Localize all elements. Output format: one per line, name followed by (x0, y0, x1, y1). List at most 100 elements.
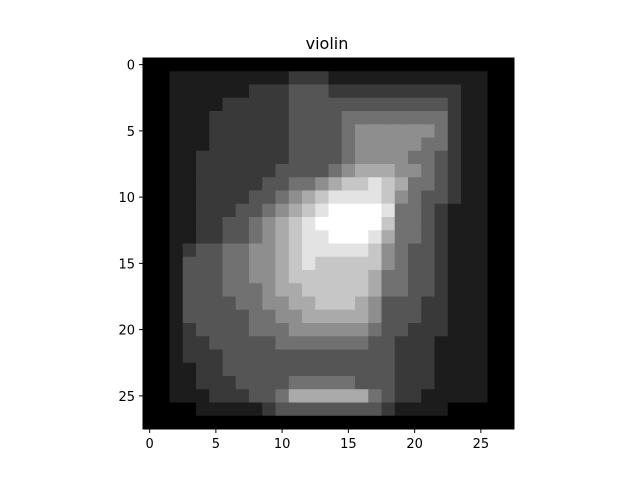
heatmap-cell (381, 389, 396, 403)
heatmap-cell (461, 402, 475, 417)
heatmap-cell (421, 111, 435, 125)
heatmap-cell (315, 323, 329, 337)
heatmap-cell (434, 256, 449, 271)
heatmap-cell (302, 71, 316, 85)
heatmap-cell (222, 97, 237, 112)
heatmap-cell (394, 111, 409, 125)
heatmap-cell (408, 309, 422, 324)
heatmap-cell (421, 415, 435, 430)
heatmap-cell (421, 203, 435, 218)
heatmap-cell (447, 177, 462, 191)
heatmap-cell (328, 402, 343, 417)
heatmap-cell (235, 243, 250, 258)
heatmap-cell (341, 230, 356, 244)
heatmap-cell (169, 349, 184, 364)
heatmap-cell (487, 415, 502, 430)
heatmap-cell (235, 283, 250, 297)
heatmap-cell (262, 217, 276, 231)
x-tick-label: 0 (145, 437, 153, 452)
heatmap-cell (315, 256, 329, 271)
chart-title: violin (306, 34, 349, 53)
heatmap-cell (355, 190, 369, 205)
heatmap-cell (341, 336, 356, 350)
heatmap-cell (222, 217, 237, 231)
heatmap-cell (249, 137, 263, 152)
heatmap-cell (341, 376, 356, 390)
heatmap-cell (275, 230, 290, 244)
heatmap-cell (182, 111, 197, 125)
heatmap-cell (249, 190, 263, 205)
heatmap-cell (143, 71, 157, 85)
heatmap-cell (209, 376, 223, 390)
heatmap-cell (434, 71, 449, 85)
heatmap-cell (275, 177, 290, 191)
heatmap-cell (209, 58, 223, 72)
heatmap-cell (341, 111, 356, 125)
heatmap-cell (447, 217, 462, 231)
heatmap-cell (500, 376, 515, 390)
heatmap-cell (461, 415, 475, 430)
heatmap-cell (235, 203, 250, 218)
heatmap-cell (262, 137, 276, 152)
heatmap-cell (341, 58, 356, 72)
heatmap-cell (196, 124, 210, 138)
heatmap-cell (447, 230, 462, 244)
heatmap-cell (328, 243, 343, 258)
heatmap-cell (381, 336, 396, 350)
heatmap-cell (474, 164, 488, 178)
heatmap-cell (447, 203, 462, 218)
heatmap-cell (288, 84, 303, 99)
heatmap-cell (500, 150, 515, 165)
heatmap-cell (288, 97, 303, 112)
heatmap-cell (169, 336, 184, 350)
heatmap-cell (315, 58, 329, 72)
heatmap-cell (275, 150, 290, 165)
heatmap-cell (421, 164, 435, 178)
heatmap-cell (368, 97, 382, 112)
heatmap-cell (487, 58, 502, 72)
axes-frame (142, 57, 515, 430)
y-axis: 0 5 10 15 20 25 (118, 59, 143, 405)
heatmap-cell (182, 336, 197, 350)
heatmap-cell (249, 97, 263, 112)
heatmap-cell (182, 164, 197, 178)
heatmap-cell (302, 376, 316, 390)
heatmap-cell (368, 349, 382, 364)
heatmap-cell (461, 111, 475, 125)
heatmap-cell (262, 111, 276, 125)
heatmap-cell (355, 177, 369, 191)
heatmap-cell (288, 402, 303, 417)
heatmap-cell (474, 111, 488, 125)
heatmap-cell (341, 349, 356, 364)
heatmap-cell (182, 150, 197, 165)
heatmap-cell (447, 402, 462, 417)
heatmap-cell (143, 137, 157, 152)
heatmap-cell (421, 190, 435, 205)
heatmap-cell (302, 283, 316, 297)
heatmap-cell (182, 283, 197, 297)
heatmap-cell (235, 270, 250, 284)
y-tick-label: 0 (127, 59, 135, 74)
heatmap-cell (461, 309, 475, 324)
heatmap-cell (196, 309, 210, 324)
heatmap-cell (500, 309, 515, 324)
heatmap-cell (249, 71, 263, 85)
heatmap-cell (143, 124, 157, 138)
heatmap-cell (156, 190, 170, 205)
heatmap-cell (315, 349, 329, 364)
heatmap-cell (156, 124, 170, 138)
heatmap-cell (474, 203, 488, 218)
heatmap-cell (394, 97, 409, 112)
heatmap-cell (487, 336, 502, 350)
heatmap-cell (302, 349, 316, 364)
heatmap-cell (474, 58, 488, 72)
heatmap-cell (156, 97, 170, 112)
heatmap-cell (368, 190, 382, 205)
heatmap-cell (156, 389, 170, 403)
heatmap-cell (143, 177, 157, 191)
heatmap-cell (235, 349, 250, 364)
heatmap-cell (143, 402, 157, 417)
heatmap-cell (408, 111, 422, 125)
heatmap-cell (341, 217, 356, 231)
heatmap-cell (328, 190, 343, 205)
